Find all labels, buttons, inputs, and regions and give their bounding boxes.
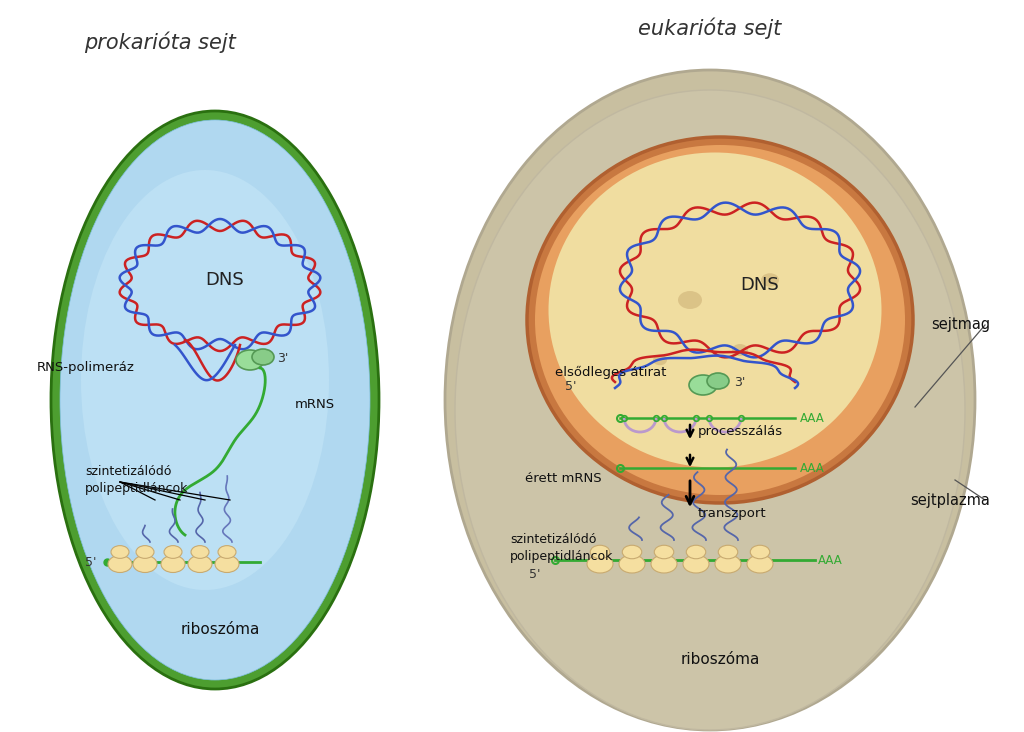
Ellipse shape	[707, 373, 729, 389]
Text: RNS-polimeráz: RNS-polimeráz	[37, 360, 135, 373]
Ellipse shape	[751, 545, 770, 559]
Ellipse shape	[623, 545, 642, 559]
Ellipse shape	[683, 555, 709, 573]
Ellipse shape	[164, 545, 182, 559]
Ellipse shape	[653, 355, 667, 365]
Ellipse shape	[535, 145, 905, 495]
Text: 5': 5'	[528, 569, 540, 581]
Ellipse shape	[60, 120, 370, 680]
Ellipse shape	[191, 545, 209, 559]
Text: AAA: AAA	[800, 461, 824, 474]
Text: processzálás: processzálás	[698, 425, 783, 438]
Ellipse shape	[590, 545, 609, 559]
Ellipse shape	[81, 170, 329, 590]
Text: érett mRNS: érett mRNS	[525, 471, 602, 485]
Text: 3': 3'	[734, 376, 745, 389]
Ellipse shape	[746, 555, 773, 573]
Text: 5': 5'	[565, 381, 577, 394]
Ellipse shape	[133, 556, 157, 572]
Ellipse shape	[527, 137, 913, 503]
Ellipse shape	[108, 556, 132, 572]
Ellipse shape	[161, 556, 185, 572]
Ellipse shape	[236, 350, 264, 370]
Ellipse shape	[111, 545, 129, 559]
Ellipse shape	[136, 545, 154, 559]
Ellipse shape	[618, 555, 645, 573]
Ellipse shape	[587, 555, 613, 573]
Text: eukarióta sejt: eukarióta sejt	[638, 18, 781, 39]
Text: 5': 5'	[85, 556, 97, 569]
Text: riboszóma: riboszóma	[180, 622, 260, 638]
Ellipse shape	[718, 545, 737, 559]
Ellipse shape	[654, 545, 674, 559]
Ellipse shape	[215, 556, 239, 572]
Ellipse shape	[732, 344, 748, 356]
Ellipse shape	[549, 152, 882, 468]
Ellipse shape	[188, 556, 212, 572]
Text: elsődleges átirat: elsődleges átirat	[555, 365, 667, 378]
Ellipse shape	[761, 273, 779, 287]
Ellipse shape	[455, 90, 965, 730]
Text: sejtmag: sejtmag	[931, 318, 990, 332]
Ellipse shape	[715, 555, 741, 573]
Text: riboszóma: riboszóma	[680, 652, 760, 668]
Text: DNS: DNS	[206, 271, 245, 289]
Ellipse shape	[689, 375, 717, 395]
Text: 3': 3'	[278, 351, 289, 365]
Ellipse shape	[651, 555, 677, 573]
Text: szintetizálódó
polipeptidláncok: szintetizálódó polipeptidláncok	[510, 533, 613, 563]
Ellipse shape	[51, 111, 379, 689]
Text: prokarióta sejt: prokarióta sejt	[84, 31, 236, 53]
Text: sejtplazma: sejtplazma	[910, 493, 990, 507]
Text: mRNS: mRNS	[295, 398, 335, 411]
Ellipse shape	[218, 545, 236, 559]
Text: transzport: transzport	[698, 507, 767, 520]
Text: AAA: AAA	[818, 553, 843, 567]
Text: DNS: DNS	[740, 276, 779, 294]
Ellipse shape	[252, 349, 274, 365]
Text: AAA: AAA	[800, 411, 824, 425]
Ellipse shape	[678, 291, 702, 309]
Text: szintetizálódó
polipeptidláncok: szintetizálódó polipeptidláncok	[85, 465, 188, 495]
Ellipse shape	[445, 70, 975, 730]
Ellipse shape	[686, 545, 706, 559]
